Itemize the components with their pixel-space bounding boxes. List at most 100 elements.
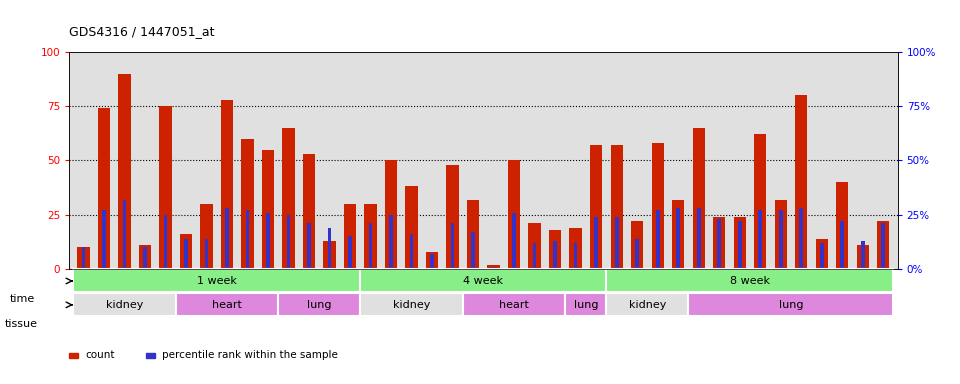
Bar [82,247,85,269]
Text: time: time [10,294,35,304]
Bar [389,215,393,269]
Bar [775,200,787,269]
Bar [492,267,495,269]
Bar [201,204,213,269]
Text: heart: heart [499,300,529,310]
Bar [98,108,110,269]
Bar [246,210,250,269]
Bar [816,238,828,269]
Bar [365,204,376,269]
Bar [102,210,106,269]
Bar [692,128,705,269]
Bar [754,134,766,269]
Bar [594,217,598,269]
Bar [656,210,660,269]
Bar [471,232,475,269]
Bar [840,221,844,269]
Bar [614,217,618,269]
Bar [163,215,167,269]
Bar [569,228,582,269]
Bar [590,145,602,269]
FancyBboxPatch shape [607,293,688,316]
Bar [574,243,578,269]
Bar [528,223,540,269]
Bar [430,254,434,269]
Bar [697,208,701,269]
Text: 1 week: 1 week [197,276,237,286]
Bar [307,223,311,269]
Bar [159,106,172,269]
Bar [758,210,762,269]
Bar [344,204,356,269]
Text: lung: lung [574,300,598,310]
Bar [717,219,721,269]
Bar [549,230,562,269]
Bar [779,210,782,269]
Text: 8 week: 8 week [730,276,770,286]
Bar [324,241,336,269]
Bar [636,238,639,269]
FancyBboxPatch shape [360,270,607,293]
Bar [861,241,865,269]
Bar [180,234,192,269]
Text: percentile rank within the sample: percentile rank within the sample [162,350,338,360]
Bar [226,208,228,269]
Bar [287,215,290,269]
Bar [241,139,253,269]
Bar [820,243,824,269]
Bar [405,187,418,269]
Bar [836,182,849,269]
FancyBboxPatch shape [688,293,894,316]
Bar [881,223,885,269]
FancyBboxPatch shape [360,293,463,316]
Bar [877,221,889,269]
FancyBboxPatch shape [73,293,176,316]
Bar [123,200,127,269]
Bar [513,213,516,269]
FancyBboxPatch shape [607,270,894,293]
Text: kidney: kidney [629,300,666,310]
Bar [204,238,208,269]
Bar [184,238,188,269]
Bar [139,245,151,269]
Bar [713,217,726,269]
Bar [221,99,233,269]
Bar [672,200,684,269]
Bar [795,95,807,269]
Bar [652,143,663,269]
Bar [488,265,500,269]
FancyBboxPatch shape [463,293,565,316]
Text: tissue: tissue [5,319,37,329]
Bar [533,243,537,269]
Bar [348,237,352,269]
Bar [266,213,270,269]
Bar [369,223,372,269]
Bar [446,165,459,269]
Bar [143,247,147,269]
FancyBboxPatch shape [565,293,607,316]
Text: heart: heart [212,300,242,310]
Bar [631,221,643,269]
Bar [856,245,869,269]
Text: count: count [85,350,115,360]
Bar [385,161,397,269]
Bar [327,228,331,269]
Bar [118,74,131,269]
Bar [738,221,741,269]
Bar [282,128,295,269]
Text: kidney: kidney [106,300,143,310]
Text: lung: lung [307,300,331,310]
Bar [262,150,275,269]
Bar [677,208,680,269]
Bar [467,200,479,269]
Bar [426,252,439,269]
FancyBboxPatch shape [176,293,278,316]
Bar [303,154,315,269]
Bar [451,223,454,269]
Bar [410,234,414,269]
Text: kidney: kidney [393,300,430,310]
Text: lung: lung [779,300,804,310]
FancyBboxPatch shape [278,293,360,316]
Bar [508,161,520,269]
Bar [553,241,557,269]
